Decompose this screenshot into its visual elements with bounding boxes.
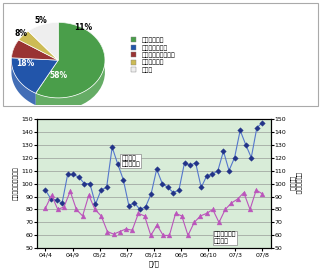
Polygon shape — [29, 22, 58, 43]
Polygon shape — [19, 31, 29, 52]
Polygon shape — [11, 58, 58, 93]
Polygon shape — [29, 22, 58, 60]
Polygon shape — [11, 40, 19, 70]
Text: 売上金額
（百万円）: 売上金額 （百万円） — [122, 155, 140, 167]
Text: 18%: 18% — [16, 59, 34, 68]
Polygon shape — [36, 22, 105, 98]
Text: 11%: 11% — [74, 23, 92, 32]
Text: 58%: 58% — [49, 71, 67, 79]
Text: 5%: 5% — [35, 16, 47, 25]
Y-axis label: 売上金額（百万円）: 売上金額（百万円） — [13, 167, 18, 200]
Text: 錢造品売上量
（トン）: 錢造品売上量 （トン） — [214, 232, 236, 244]
Y-axis label: 錢造品売上量
（トン）: 錢造品売上量 （トン） — [288, 172, 300, 195]
Polygon shape — [11, 40, 58, 60]
Polygon shape — [36, 22, 105, 110]
X-axis label: 年/月: 年/月 — [148, 260, 159, 267]
Legend: カーエアコン, ルームエアコン, パッケージエアコン, 自動車ターボ, その他: カーエアコン, ルームエアコン, パッケージエアコン, 自動車ターボ, その他 — [130, 36, 176, 74]
Text: 8%: 8% — [15, 29, 28, 38]
Polygon shape — [11, 58, 36, 105]
Polygon shape — [19, 31, 58, 60]
